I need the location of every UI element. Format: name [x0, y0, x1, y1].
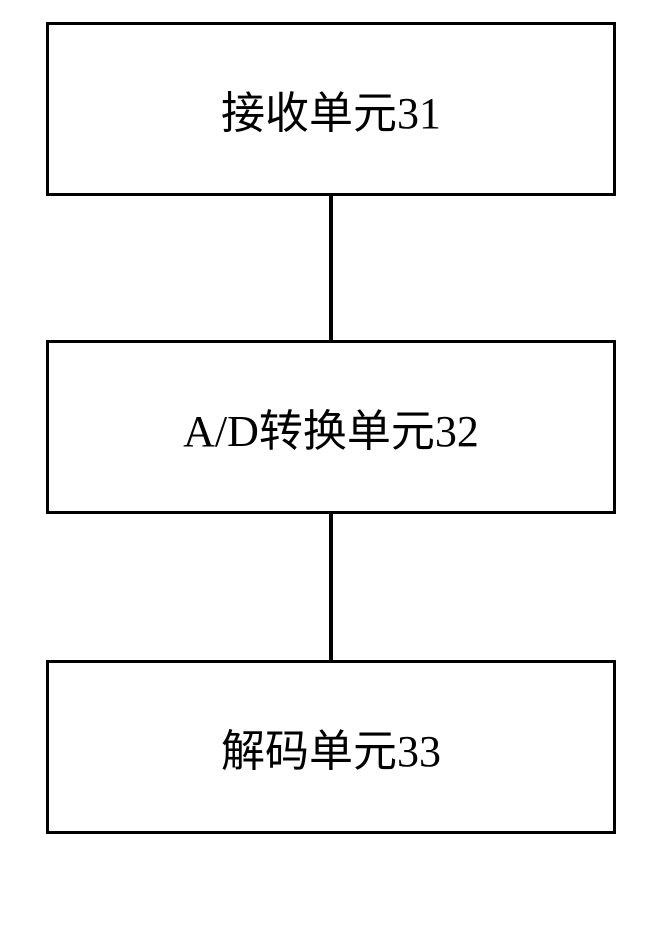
edge-n2-n3 — [329, 514, 333, 660]
node-label: 接收单元31 — [221, 77, 441, 141]
node-decode-unit: 解码单元33 — [46, 660, 616, 834]
edge-n1-n2 — [329, 196, 333, 340]
node-ad-convert-unit: A/D转换单元32 — [46, 340, 616, 514]
node-label: 解码单元33 — [221, 715, 441, 779]
diagram-canvas: 接收单元31 A/D转换单元32 解码单元33 — [0, 0, 670, 927]
node-receive-unit: 接收单元31 — [46, 22, 616, 196]
node-label: A/D转换单元32 — [183, 395, 479, 459]
